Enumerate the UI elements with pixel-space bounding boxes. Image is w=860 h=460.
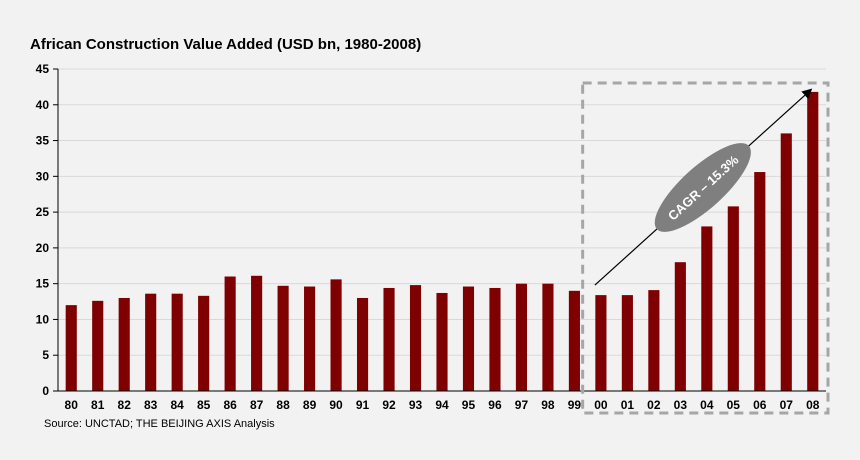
y-axis: 0 5 10 15 20 25 30 35 40 45 [36,62,59,398]
y-tick-label: 45 [36,62,50,76]
x-tick-label: 96 [488,398,502,412]
bar [568,290,580,391]
x-tick-label: 00 [594,398,608,412]
bar [171,293,183,391]
bars [65,91,819,392]
x-tick-label: 08 [806,398,820,412]
bar [145,293,157,391]
x-tick-label: 03 [674,398,688,412]
bar [754,172,766,391]
x-tick-label: 83 [144,398,158,412]
x-tick-label: 94 [435,398,449,412]
chart-title: African Construction Value Added (USD bn… [30,36,422,53]
y-tick-label: 25 [36,205,50,219]
x-tick-label: 80 [65,398,79,412]
x-tick-label: 95 [462,398,476,412]
bar [304,286,316,391]
bar [198,295,210,391]
bar [780,133,792,391]
x-tick-label: 88 [276,398,290,412]
y-tick-label: 10 [36,312,50,326]
bar [277,285,289,391]
bar [251,275,263,391]
bar [542,283,554,391]
bar [807,91,819,392]
bar [462,286,475,391]
x-tick-label: 97 [515,398,529,412]
x-tick-label: 90 [329,398,343,412]
x-tick-label: 92 [382,398,396,412]
x-tick-label: 81 [91,398,105,412]
y-tick-label: 20 [36,241,50,255]
x-tick-label: 89 [303,398,317,412]
x-tick-label: 98 [541,398,555,412]
x-tick-label: 85 [197,398,211,412]
x-tick-label: 02 [647,398,661,412]
bar [648,290,660,391]
y-tick-label: 0 [42,384,49,398]
x-tick-label: 91 [356,398,370,412]
x-tick-label: 86 [223,398,237,412]
x-tick-label: 01 [621,398,635,412]
highlight-box [581,81,830,415]
y-tick-label: 15 [36,277,50,291]
x-tick-label: 87 [250,398,264,412]
bar [330,279,342,391]
bar [409,285,422,391]
x-tick-label: 82 [118,398,132,412]
y-tick-label: 30 [36,169,50,183]
bar [92,300,104,391]
bar [383,287,395,391]
y-tick-label: 5 [42,348,49,362]
y-tick-label: 35 [36,134,50,148]
bar [674,262,686,391]
x-tick-label: 07 [780,398,794,412]
x-axis: 80 81 82 83 84 85 86 87 88 89 90 91 92 93 94 95 96 97 98 99… [58,390,826,412]
bar [224,276,236,391]
bar [356,297,369,391]
bar [621,295,633,391]
source-note: Source: UNCTAD; THE BEIJING AXIS Analysi… [44,418,275,430]
x-tick-label: 93 [409,398,423,412]
x-tick-label: 84 [170,398,184,412]
cagr-ellipse [654,143,751,232]
y-tick-label: 40 [36,98,50,112]
bar [118,297,130,391]
x-tick-label: 99 [568,398,582,412]
bar [436,292,448,391]
bar [701,226,713,391]
bar [727,206,739,391]
bar [65,305,77,391]
bar [489,287,501,391]
x-tick-label: 06 [753,398,767,412]
x-tick-label: 05 [727,398,741,412]
x-tick-label: 04 [700,398,714,412]
bar [515,283,528,391]
bar [595,295,607,391]
cagr-annotation: CAGR – 15.3% [581,81,830,415]
